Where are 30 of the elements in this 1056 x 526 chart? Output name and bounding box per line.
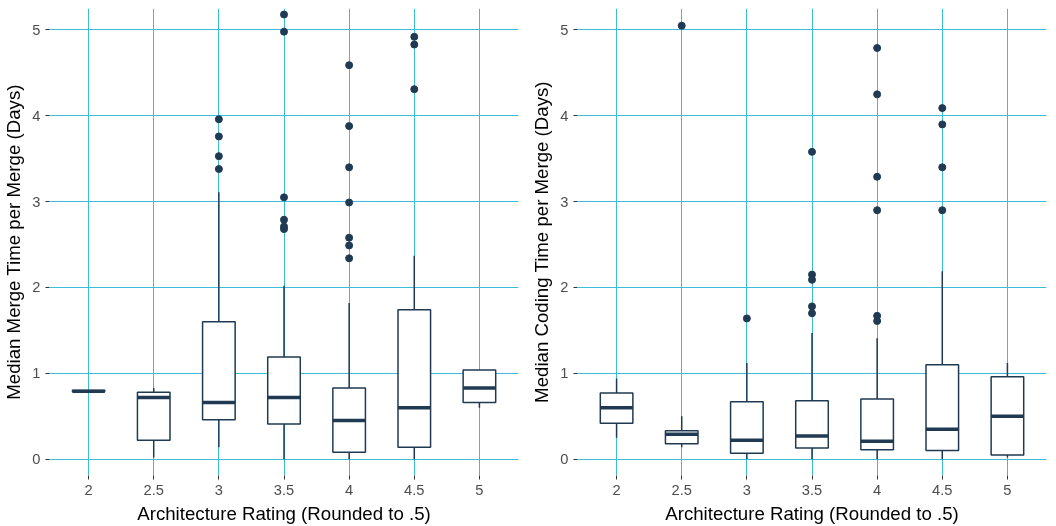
y-tick-label: 4 xyxy=(32,107,41,124)
y-axis-title: Median Merge Time per Merge (Days) xyxy=(3,84,25,400)
y-tick-label: 5 xyxy=(560,21,569,38)
x-tick-label: 4.5 xyxy=(404,481,425,498)
x-tick-label: 3.5 xyxy=(801,481,823,498)
y-tick-label: 4 xyxy=(560,107,569,124)
y-tick-label: 2 xyxy=(560,279,569,296)
x-tick-label: 4 xyxy=(345,481,354,498)
x-tick-label: 2 xyxy=(84,481,93,498)
y-tick-label: 0 xyxy=(560,451,569,468)
y-tick-label: 3 xyxy=(560,193,569,210)
y-tick-label: 0 xyxy=(32,451,41,468)
x-tick-label: 3 xyxy=(742,481,751,498)
y-tick-label: 3 xyxy=(32,193,41,210)
y-tick-label: 2 xyxy=(32,279,41,296)
x-tick-label: 2.5 xyxy=(671,481,692,498)
y-tick-label: 1 xyxy=(560,365,569,382)
y-tick-label: 5 xyxy=(32,21,41,38)
x-tick-label: 2.5 xyxy=(143,481,164,498)
y-axis-title: Median Coding Time per Merge (Days) xyxy=(531,81,553,403)
x-tick-label: 5 xyxy=(475,481,484,498)
x-tick-label: 4.5 xyxy=(932,481,953,498)
x-tick-label: 4 xyxy=(873,481,882,498)
x-axis-title: Architecture Rating (Rounded to .5) xyxy=(137,502,431,524)
x-tick-label: 5 xyxy=(1003,481,1012,498)
x-tick-label: 2 xyxy=(612,481,621,498)
x-axis-title: Architecture Rating (Rounded to .5) xyxy=(665,502,959,524)
x-tick-label: 3.5 xyxy=(273,481,295,498)
y-tick-label: 1 xyxy=(32,365,41,382)
x-tick-label: 3 xyxy=(214,481,223,498)
